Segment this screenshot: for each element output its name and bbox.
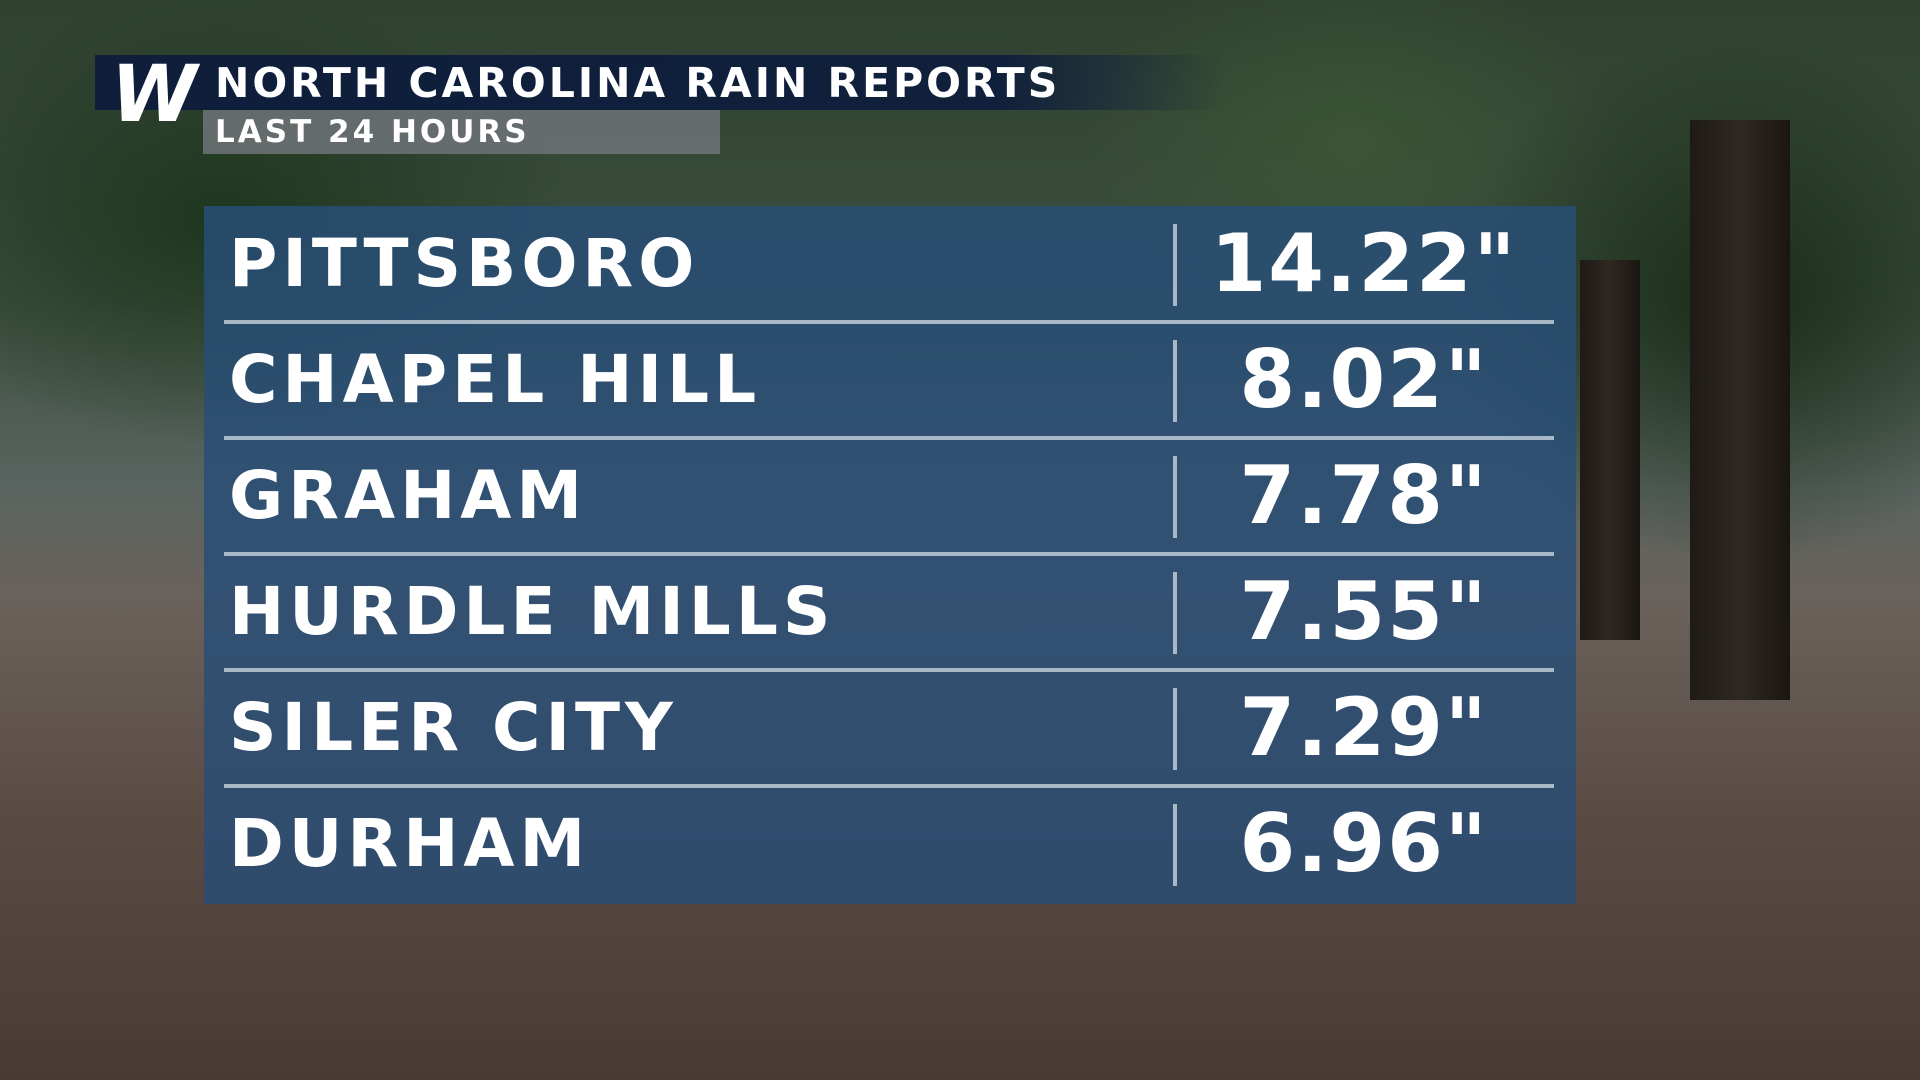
rainfall: 6.96" <box>1239 797 1489 890</box>
location: PITTSBORO <box>229 225 700 302</box>
table-row: HURDLE MILLS 7.55" <box>204 554 1576 670</box>
logo: W <box>110 50 197 140</box>
row-divider <box>224 552 1554 556</box>
rainfall: 7.78" <box>1239 449 1489 542</box>
location: SILER CITY <box>229 689 678 766</box>
location: CHAPEL HILL <box>229 341 762 418</box>
table-row: GRAHAM 7.78" <box>204 438 1576 554</box>
table-row: CHAPEL HILL 8.02" <box>204 322 1576 438</box>
row-divider <box>224 784 1554 788</box>
title: NORTH CAROLINA RAIN REPORTS <box>215 59 1061 107</box>
rain-table: PITTSBORO 14.22" CHAPEL HILL 8.02" GRAHAM 7.7… <box>204 206 1576 904</box>
column-divider <box>1173 224 1177 306</box>
rainfall: 14.22" <box>1210 217 1518 310</box>
column-divider <box>1173 804 1177 886</box>
subtitle: LAST 24 HOURS <box>215 114 530 150</box>
column-divider <box>1173 456 1177 538</box>
column-divider <box>1173 688 1177 770</box>
rainfall: 7.29" <box>1239 681 1489 774</box>
rainfall: 8.02" <box>1239 333 1489 426</box>
title-bar <box>95 55 1225 110</box>
row-divider <box>224 320 1554 324</box>
tree-trunk <box>1690 120 1790 700</box>
column-divider <box>1173 572 1177 654</box>
table-row: DURHAM 6.96" <box>204 786 1576 902</box>
rainfall: 7.55" <box>1239 565 1489 658</box>
subtitle-bar <box>203 110 720 154</box>
location: DURHAM <box>229 805 591 882</box>
row-divider <box>224 668 1554 672</box>
table-row: PITTSBORO 14.22" <box>204 206 1576 322</box>
column-divider <box>1173 340 1177 422</box>
location: HURDLE MILLS <box>229 573 836 650</box>
tree-trunk <box>1580 260 1640 640</box>
table-row: SILER CITY 7.29" <box>204 670 1576 786</box>
location: GRAHAM <box>229 457 588 534</box>
row-divider <box>224 436 1554 440</box>
